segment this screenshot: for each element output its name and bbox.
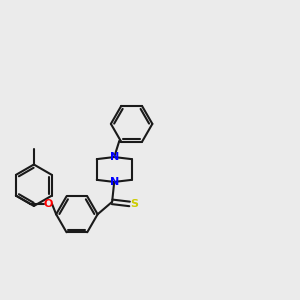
Text: N: N <box>110 177 119 187</box>
Text: N: N <box>110 152 119 162</box>
Text: S: S <box>130 199 139 209</box>
Text: O: O <box>43 199 52 209</box>
